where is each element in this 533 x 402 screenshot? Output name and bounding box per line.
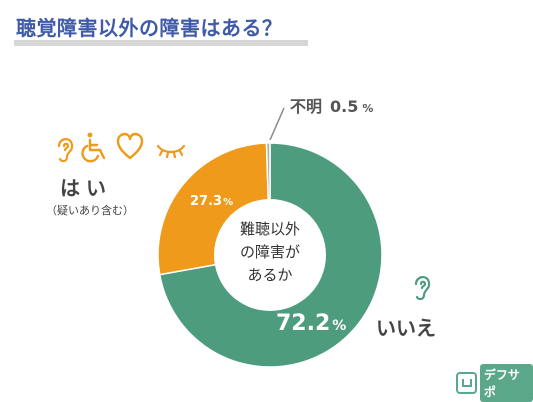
brand-logo: デフサポ <box>456 364 533 402</box>
unknown-label: 不明 0.5% <box>290 97 373 116</box>
center-label-line-1: 難聴以外 <box>240 220 300 238</box>
donut-hole <box>214 199 326 311</box>
ear-icon-iie <box>414 276 431 301</box>
title-underline <box>14 40 308 46</box>
data-label-iie: 72.2% <box>276 311 346 336</box>
hai-sublabel: （疑いあり含む） <box>46 203 134 217</box>
wheelchair-icon <box>81 132 106 163</box>
iie-label: いいえ <box>376 316 436 340</box>
unknown-leader-line <box>269 107 285 141</box>
heart-icon <box>116 132 144 160</box>
closed-eye-icon <box>156 144 186 159</box>
center-label-line-2: の障害が <box>240 243 300 261</box>
page-title: 聴覚障害以外の障害はある？ <box>16 16 283 40</box>
hai-label: はい <box>60 176 112 200</box>
data-label-hai: 27.3% <box>190 194 233 209</box>
brand-text: デフサポ <box>479 364 533 402</box>
cup-icon <box>456 372 477 394</box>
ear-icon <box>57 138 74 163</box>
center-label-line-3: あるか <box>247 266 292 284</box>
